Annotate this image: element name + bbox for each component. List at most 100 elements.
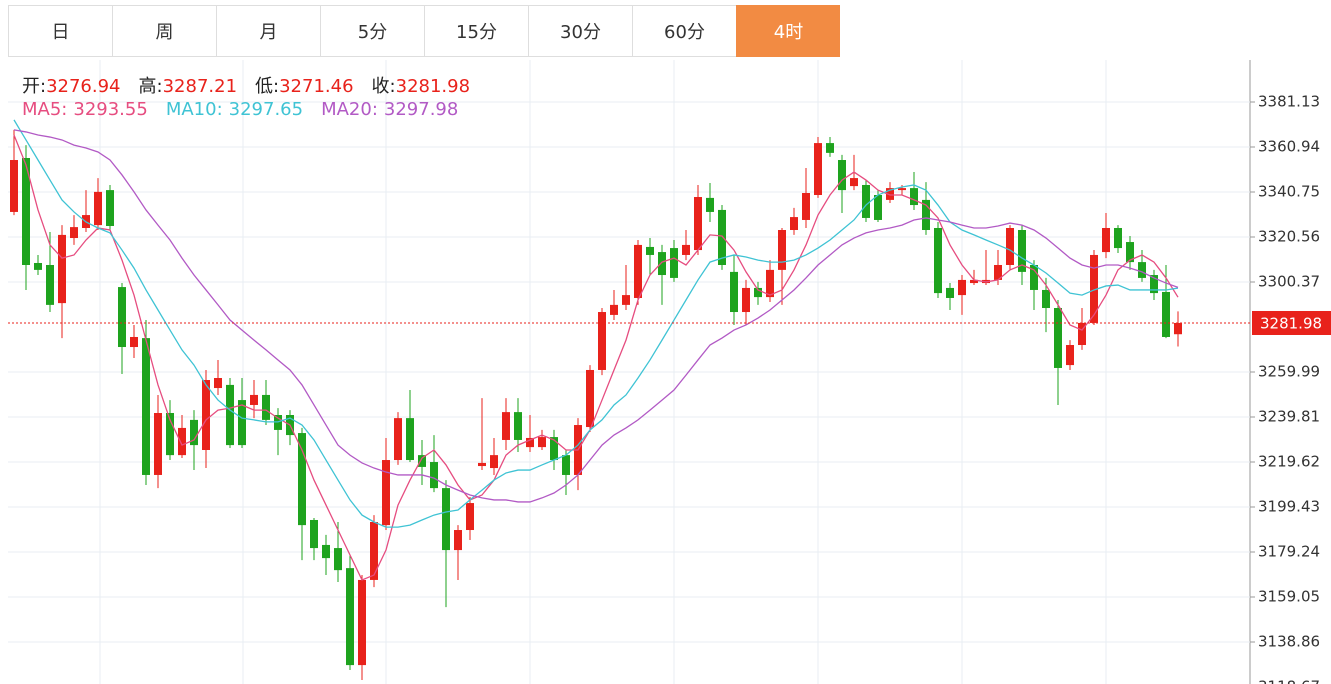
candle-body — [226, 384, 234, 446]
candle-body — [154, 412, 162, 475]
period-tab[interactable]: 月 — [216, 5, 320, 57]
candle-body — [358, 579, 366, 666]
ohlc-separator: : — [389, 76, 396, 97]
candle-body — [106, 190, 114, 226]
ma-value: 3293.55 — [73, 99, 148, 120]
candle-body — [1054, 308, 1062, 368]
candle-body — [442, 488, 450, 551]
y-tick-label: 3239.81 — [1258, 407, 1320, 425]
ma-value: 3297.65 — [228, 99, 304, 120]
ohlc-item: 开:3276.94 — [22, 72, 121, 98]
candle-body — [394, 418, 402, 461]
y-tick-label: 3340.75 — [1258, 182, 1320, 200]
period-tab[interactable]: 周 — [112, 5, 216, 57]
ohlc-separator: : — [156, 76, 163, 97]
candle-body — [370, 521, 378, 580]
ohlc-value: 3287.21 — [162, 76, 238, 97]
candle-body — [694, 197, 702, 251]
candle-body — [1102, 227, 1110, 253]
candle-body — [1042, 289, 1050, 309]
ohlc-legend: 开:3276.94 高:3287.21 低:3271.46 收:3281.98 — [22, 72, 488, 98]
candle-body — [622, 295, 630, 305]
period-tab[interactable]: 5分 — [320, 5, 424, 57]
candle-body — [1066, 345, 1074, 366]
y-tick-label: 3300.37 — [1258, 273, 1320, 291]
ohlc-separator: : — [273, 76, 280, 97]
candle-body — [1090, 254, 1098, 323]
ma-line — [13, 134, 1179, 581]
candle-body — [1018, 230, 1026, 272]
candle-body — [418, 455, 426, 467]
ma-legend: MA5: 3293.55 MA10: 3297.65 MA20: 3297.98 — [22, 99, 476, 120]
ohlc-value: 3271.46 — [279, 76, 354, 97]
ma-line — [13, 119, 1179, 528]
grid — [8, 101, 1250, 643]
candle-body — [1162, 291, 1170, 337]
ohlc-label: 低 — [255, 76, 274, 97]
y-tick-label: 3118.67 — [1258, 678, 1320, 684]
ma-name: MA20 — [321, 99, 372, 120]
ohlc-label: 收 — [371, 76, 390, 97]
ohlc-item: 收:3281.98 — [372, 72, 471, 98]
y-tick-label: 3219.62 — [1258, 452, 1320, 470]
candle-body — [166, 412, 174, 456]
candle-body — [586, 369, 594, 428]
candle-body — [730, 271, 738, 313]
ohlc-label: 高 — [138, 76, 157, 97]
candle-body — [802, 193, 810, 220]
candle-body — [10, 160, 18, 212]
candle-body — [610, 304, 618, 315]
candle-body — [454, 530, 462, 551]
candle-body — [1150, 275, 1158, 294]
y-tick-label: 3381.13 — [1258, 92, 1320, 110]
period-tab[interactable]: 15分 — [424, 5, 528, 57]
candle-body — [922, 199, 930, 231]
candle-body — [466, 503, 474, 531]
candle-body — [778, 230, 786, 270]
candle-body — [22, 158, 30, 265]
candle-body — [1138, 262, 1146, 278]
y-tick-label: 3179.24 — [1258, 542, 1320, 560]
candle-body — [934, 227, 942, 294]
y-tick-label: 3138.86 — [1258, 632, 1320, 650]
candle-body — [874, 195, 882, 220]
candle-body — [46, 264, 54, 305]
y-tick-label: 3159.05 — [1258, 587, 1320, 605]
candle-body — [598, 312, 606, 370]
candle-body — [70, 227, 78, 239]
candle-body — [538, 437, 546, 448]
candle-body — [838, 160, 846, 191]
candle-body — [682, 244, 690, 255]
candle-body — [958, 279, 966, 296]
ma-separator: : — [61, 99, 68, 120]
candle-body — [1078, 322, 1086, 346]
ohlc-value: 3276.94 — [46, 76, 121, 97]
candle-body — [814, 143, 822, 196]
ma-name: MA5 — [22, 99, 62, 120]
period-tab[interactable]: 30分 — [528, 5, 632, 57]
period-tab[interactable]: 4时 — [736, 5, 840, 57]
candle-body — [766, 269, 774, 298]
candle-body — [382, 460, 390, 526]
candle-body — [562, 455, 570, 475]
candle-body — [34, 262, 42, 270]
candle-body — [862, 184, 870, 218]
candle-body — [142, 338, 150, 475]
period-tab[interactable]: 60分 — [632, 5, 736, 57]
candle-body — [406, 418, 414, 461]
candle-body — [478, 462, 486, 467]
candle-body — [214, 378, 222, 389]
candle-body — [550, 437, 558, 461]
ma-name: MA10 — [165, 99, 217, 120]
period-tab[interactable]: 日 — [8, 5, 112, 57]
ma-line — [13, 129, 1179, 503]
last-price-label: 3281.98 — [1260, 314, 1322, 332]
candles — [10, 129, 1182, 681]
candle-body — [850, 178, 858, 187]
period-tabs: 日周月 5分 15分 30分 60分 4时 — [8, 5, 840, 58]
ma-legend-item: MA5: 3293.55 — [22, 99, 148, 120]
candle-body — [1174, 322, 1182, 335]
ohlc-separator: : — [40, 76, 47, 97]
candle-body — [250, 394, 258, 405]
